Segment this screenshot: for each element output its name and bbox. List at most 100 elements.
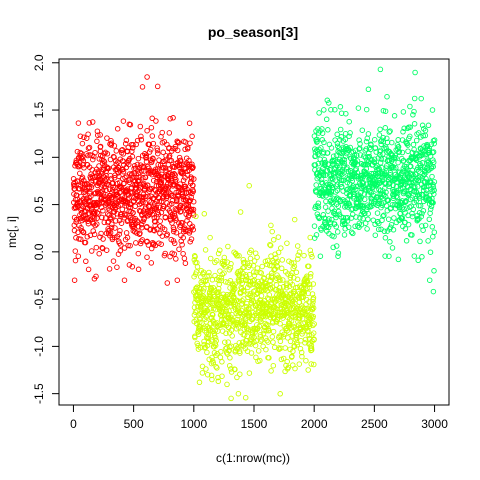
point xyxy=(247,183,252,188)
point xyxy=(154,119,159,124)
point xyxy=(329,146,334,151)
point xyxy=(366,87,371,92)
point xyxy=(226,244,231,249)
point xyxy=(264,347,269,352)
point xyxy=(74,236,79,241)
point xyxy=(160,130,165,135)
point xyxy=(279,266,284,271)
point xyxy=(203,248,208,253)
point xyxy=(356,106,361,111)
point xyxy=(318,254,323,259)
point xyxy=(297,362,302,367)
point xyxy=(104,248,109,253)
point xyxy=(364,139,369,144)
point xyxy=(416,258,421,263)
x-tick-label: 0 xyxy=(70,417,77,431)
point xyxy=(218,355,223,360)
point xyxy=(308,235,313,240)
point xyxy=(279,246,284,251)
point xyxy=(111,259,116,264)
y-tick-label: -1.0 xyxy=(32,336,46,357)
point xyxy=(375,211,380,216)
point xyxy=(428,250,433,255)
point xyxy=(255,255,260,260)
x-tick-label: 1500 xyxy=(241,417,268,431)
point xyxy=(73,258,78,263)
series-2 xyxy=(192,183,317,400)
y-tick-label: 1.5 xyxy=(32,101,46,118)
point xyxy=(80,141,85,146)
point xyxy=(255,266,260,271)
point xyxy=(220,360,225,365)
point xyxy=(427,217,432,222)
point xyxy=(72,278,77,283)
point xyxy=(271,238,276,243)
point xyxy=(406,149,411,154)
point xyxy=(410,214,415,219)
point xyxy=(292,217,297,222)
y-tick-label: 0.0 xyxy=(32,243,46,260)
x-axis-label: c(1:nrow(mc)) xyxy=(216,451,290,465)
point xyxy=(421,228,426,233)
point xyxy=(426,123,431,128)
point xyxy=(351,231,356,236)
x-tick-label: 2000 xyxy=(301,417,328,431)
point xyxy=(431,234,436,239)
point xyxy=(182,256,187,261)
point xyxy=(136,156,141,161)
point xyxy=(426,239,431,244)
point xyxy=(134,241,139,246)
point xyxy=(392,114,397,119)
point xyxy=(76,254,81,259)
series-1 xyxy=(71,75,196,286)
point xyxy=(247,371,252,376)
point xyxy=(121,119,126,124)
x-axis: 0 500 1000 1500 2000 2500 3000 xyxy=(70,405,448,431)
point xyxy=(249,351,254,356)
point xyxy=(372,137,377,142)
point xyxy=(413,70,418,75)
chart-title: po_season[3] xyxy=(208,24,298,40)
point xyxy=(408,104,413,109)
point xyxy=(386,217,391,222)
point xyxy=(390,246,395,251)
point xyxy=(431,289,436,294)
point xyxy=(238,210,243,215)
point xyxy=(360,128,365,133)
y-axis-label: mc[, i] xyxy=(5,216,19,248)
point xyxy=(401,110,406,115)
point xyxy=(366,217,371,222)
point xyxy=(219,349,224,354)
point xyxy=(365,227,370,232)
point xyxy=(283,346,288,351)
point xyxy=(124,231,129,236)
point xyxy=(197,380,202,385)
point xyxy=(349,230,354,235)
point xyxy=(149,261,154,266)
point xyxy=(404,239,409,244)
y-tick-label: 1.0 xyxy=(32,149,46,166)
point xyxy=(168,116,173,121)
point xyxy=(115,265,120,270)
point xyxy=(288,339,293,344)
point xyxy=(97,251,102,256)
point xyxy=(406,222,411,227)
point xyxy=(304,358,309,363)
point xyxy=(138,124,143,129)
point xyxy=(260,264,265,269)
point xyxy=(156,151,161,156)
point xyxy=(259,294,264,299)
point xyxy=(188,141,193,146)
point xyxy=(229,396,234,401)
point xyxy=(385,94,390,99)
point xyxy=(158,219,163,224)
point xyxy=(430,225,435,230)
point xyxy=(73,249,78,254)
point xyxy=(190,134,195,139)
point xyxy=(342,233,347,238)
point xyxy=(270,335,275,340)
point xyxy=(236,391,241,396)
point xyxy=(122,278,127,283)
point xyxy=(278,392,283,397)
point xyxy=(145,255,150,260)
